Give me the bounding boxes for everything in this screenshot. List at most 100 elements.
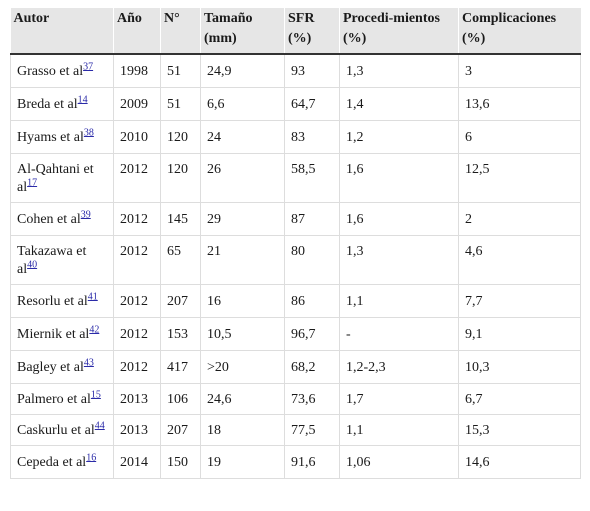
cell-sfr: 93 — [284, 54, 340, 88]
author-name: Hyams et al — [17, 130, 84, 145]
cell-tamano: 26 — [200, 153, 285, 203]
cell-autor: Caskurlu et al44 — [10, 414, 114, 446]
cell-complicaciones: 6 — [458, 120, 581, 154]
cell-ano: 2012 — [113, 202, 161, 236]
reference-link[interactable]: 43 — [83, 357, 94, 369]
cell-sfr: 96,7 — [284, 317, 340, 351]
table-row: Cohen et al39 2012 145 29 87 1,6 2 — [10, 202, 581, 236]
reference-link[interactable]: 44 — [94, 420, 105, 432]
cell-complicaciones: 2 — [458, 202, 581, 236]
header-tamano: Tamaño (mm) — [200, 8, 285, 55]
cell-sfr: 91,6 — [284, 445, 340, 479]
cell-ano: 2013 — [113, 383, 161, 415]
cell-n: 106 — [160, 383, 201, 415]
reference-link[interactable]: 14 — [77, 94, 88, 106]
cell-tamano: 6,6 — [200, 87, 285, 121]
author-name: Cepeda et al — [17, 455, 87, 470]
cell-autor: Al-Qahtani et al17 — [10, 153, 114, 203]
reference-link[interactable]: 16 — [86, 452, 97, 464]
author-name: Takazawa et al — [17, 244, 87, 277]
cell-complicaciones: 7,7 — [458, 284, 581, 318]
cell-complicaciones: 12,5 — [458, 153, 581, 203]
author-name: Caskurlu et al — [17, 423, 95, 438]
cell-tamano: 18 — [200, 414, 285, 446]
header-complicaciones: Complicaciones (%) — [458, 8, 581, 55]
cell-tamano: 10,5 — [200, 317, 285, 351]
reference-link[interactable]: 39 — [80, 209, 91, 221]
cell-procedimientos: 1,6 — [339, 202, 459, 236]
author-name: Grasso et al — [17, 64, 84, 79]
table-row: Breda et al14 2009 51 6,6 64,7 1,4 13,6 — [10, 87, 581, 121]
cell-tamano: 24,9 — [200, 54, 285, 88]
cell-tamano: 21 — [200, 235, 285, 285]
cell-complicaciones: 6,7 — [458, 383, 581, 415]
table-row: Takazawa et al40 2012 65 21 80 1,3 4,6 — [10, 235, 581, 285]
cell-autor: Miernik et al42 — [10, 317, 114, 351]
reference-link[interactable]: 42 — [89, 324, 100, 336]
cell-n: 153 — [160, 317, 201, 351]
cell-complicaciones: 15,3 — [458, 414, 581, 446]
cell-ano: 2012 — [113, 317, 161, 351]
table-row: Palmero et al15 2013 106 24,6 73,6 1,7 6,7 — [10, 383, 581, 415]
cell-n: 150 — [160, 445, 201, 479]
cell-n: 51 — [160, 54, 201, 88]
cell-procedimientos: 1,2-2,3 — [339, 350, 459, 384]
cell-ano: 2014 — [113, 445, 161, 479]
author-name: Al-Qahtani et al — [17, 162, 94, 195]
cell-n: 65 — [160, 235, 201, 285]
table-header-row: Autor Año N° Tamaño (mm) SFR (%) Procedi-m… — [10, 8, 581, 55]
cell-procedimientos: 1,3 — [339, 235, 459, 285]
reference-link[interactable]: 37 — [83, 61, 94, 73]
cell-n: 145 — [160, 202, 201, 236]
cell-procedimientos: - — [339, 317, 459, 351]
cell-n: 51 — [160, 87, 201, 121]
cell-sfr: 73,6 — [284, 383, 340, 415]
cell-tamano: >20 — [200, 350, 285, 384]
cell-sfr: 83 — [284, 120, 340, 154]
reference-link[interactable]: 41 — [87, 291, 98, 303]
author-name: Bagley et al — [17, 360, 84, 375]
cell-autor: Resorlu et al41 — [10, 284, 114, 318]
table-row: Resorlu et al41 2012 207 16 86 1,1 7,7 — [10, 284, 581, 318]
cell-ano: 2012 — [113, 284, 161, 318]
reference-link[interactable]: 40 — [27, 259, 38, 271]
cell-sfr: 64,7 — [284, 87, 340, 121]
cell-autor: Grasso et al37 — [10, 54, 114, 88]
cell-ano: 2012 — [113, 153, 161, 203]
reference-link[interactable]: 38 — [83, 127, 94, 139]
cell-ano: 2009 — [113, 87, 161, 121]
cell-sfr: 68,2 — [284, 350, 340, 384]
cell-ano: 2010 — [113, 120, 161, 154]
results-table: Autor Año N° Tamaño (mm) SFR (%) Procedi-m… — [10, 8, 581, 479]
cell-autor: Takazawa et al40 — [10, 235, 114, 285]
header-n: N° — [160, 8, 201, 55]
cell-complicaciones: 9,1 — [458, 317, 581, 351]
cell-sfr: 58,5 — [284, 153, 340, 203]
cell-tamano: 19 — [200, 445, 285, 479]
reference-link[interactable]: 17 — [27, 177, 38, 189]
cell-procedimientos: 1,2 — [339, 120, 459, 154]
author-name: Resorlu et al — [17, 294, 88, 309]
author-name: Miernik et al — [17, 327, 90, 342]
cell-sfr: 86 — [284, 284, 340, 318]
table-row: Miernik et al42 2012 153 10,5 96,7-9,1 — [10, 317, 581, 351]
cell-autor: Bagley et al43 — [10, 350, 114, 384]
author-name: Palmero et al — [17, 392, 91, 407]
cell-procedimientos: 1,1 — [339, 284, 459, 318]
cell-complicaciones: 3 — [458, 54, 581, 88]
cell-autor: Hyams et al38 — [10, 120, 114, 154]
cell-ano: 2012 — [113, 235, 161, 285]
cell-complicaciones: 13,6 — [458, 87, 581, 121]
cell-ano: 2013 — [113, 414, 161, 446]
cell-ano: 1998 — [113, 54, 161, 88]
cell-sfr: 77,5 — [284, 414, 340, 446]
header-autor: Autor — [10, 8, 114, 55]
cell-procedimientos: 1,06 — [339, 445, 459, 479]
cell-autor: Cohen et al39 — [10, 202, 114, 236]
cell-n: 120 — [160, 120, 201, 154]
cell-tamano: 24 — [200, 120, 285, 154]
header-procedimientos: Procedi-mientos (%) — [339, 8, 459, 55]
table-row: Grasso et al37 1998 51 24,9 93 1,3 3 — [10, 54, 581, 88]
cell-n: 417 — [160, 350, 201, 384]
reference-link[interactable]: 15 — [90, 389, 101, 401]
